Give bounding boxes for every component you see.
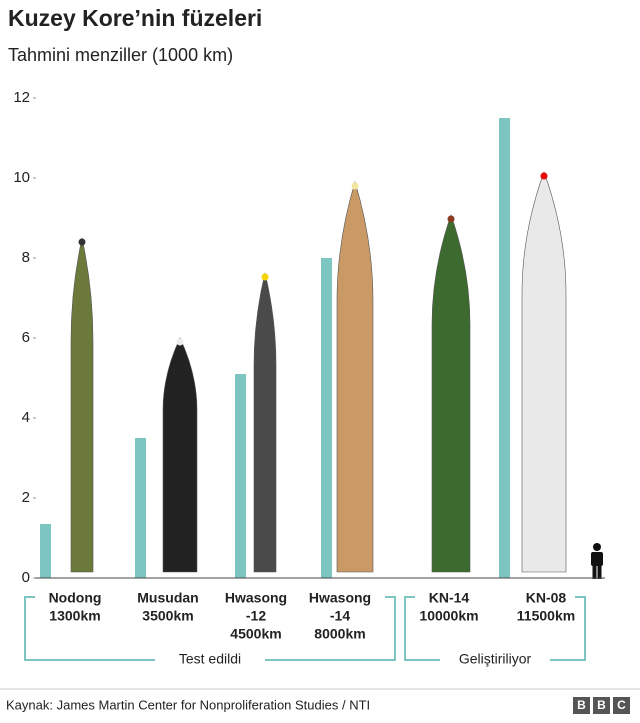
chart-subtitle: Tahmini menziller (1000 km)	[8, 45, 233, 65]
missile	[336, 180, 374, 573]
group-label: Geliştiriliyor	[459, 651, 532, 667]
bar	[40, 524, 51, 578]
missile-tip	[447, 215, 455, 223]
svg-text:C: C	[617, 698, 626, 712]
bar	[135, 438, 146, 578]
x-tick-label: KN-08	[526, 590, 567, 606]
bar	[321, 258, 332, 578]
x-tick-label: Nodong	[49, 590, 102, 606]
x-tick-label: 4500km	[230, 626, 281, 642]
group-bracket	[404, 596, 586, 661]
x-tick-label: Musudan	[137, 590, 198, 606]
svg-text:B: B	[597, 698, 606, 712]
x-tick-label: 8000km	[314, 626, 365, 642]
x-tick-label: 11500km	[517, 608, 575, 624]
y-tick-label: 0	[22, 569, 30, 586]
x-tick-label: -14	[330, 608, 350, 624]
y-tick-label: 12	[13, 89, 30, 106]
missile	[162, 337, 198, 573]
missile	[431, 214, 471, 573]
bar	[499, 118, 510, 578]
x-tick-label: 1300km	[49, 608, 100, 624]
chart-title: Kuzey Kore’nin füzeleri	[8, 5, 262, 31]
group-label: Test edildi	[179, 651, 241, 667]
y-tick-label: 2	[22, 489, 30, 506]
missile-tip	[540, 172, 548, 180]
missile	[253, 272, 277, 573]
x-tick-label: KN-14	[429, 590, 470, 606]
missile	[521, 171, 567, 573]
missile-tip	[351, 182, 359, 190]
x-tick-label: 10000km	[419, 608, 478, 624]
y-tick-label: 6	[22, 329, 30, 346]
x-tick-label: Hwasong	[225, 590, 287, 606]
svg-text:B: B	[577, 698, 586, 712]
x-tick-label: 3500km	[142, 608, 193, 624]
missile-tip	[176, 338, 184, 346]
missile-tip	[78, 238, 86, 246]
y-tick-label: 10	[13, 169, 30, 186]
x-tick-label: -12	[246, 608, 266, 624]
source: Kaynak: James Martin Center for Nonproli…	[6, 697, 370, 712]
person-icon	[591, 543, 603, 579]
y-tick-label: 8	[22, 249, 30, 266]
y-tick-label: 4	[22, 409, 30, 426]
missile-tip	[261, 273, 269, 281]
bar	[235, 374, 246, 578]
x-tick-label: Hwasong	[309, 590, 371, 606]
missile	[70, 237, 94, 573]
bbc-logo: B B C	[573, 697, 630, 714]
group-bracket	[24, 596, 396, 661]
